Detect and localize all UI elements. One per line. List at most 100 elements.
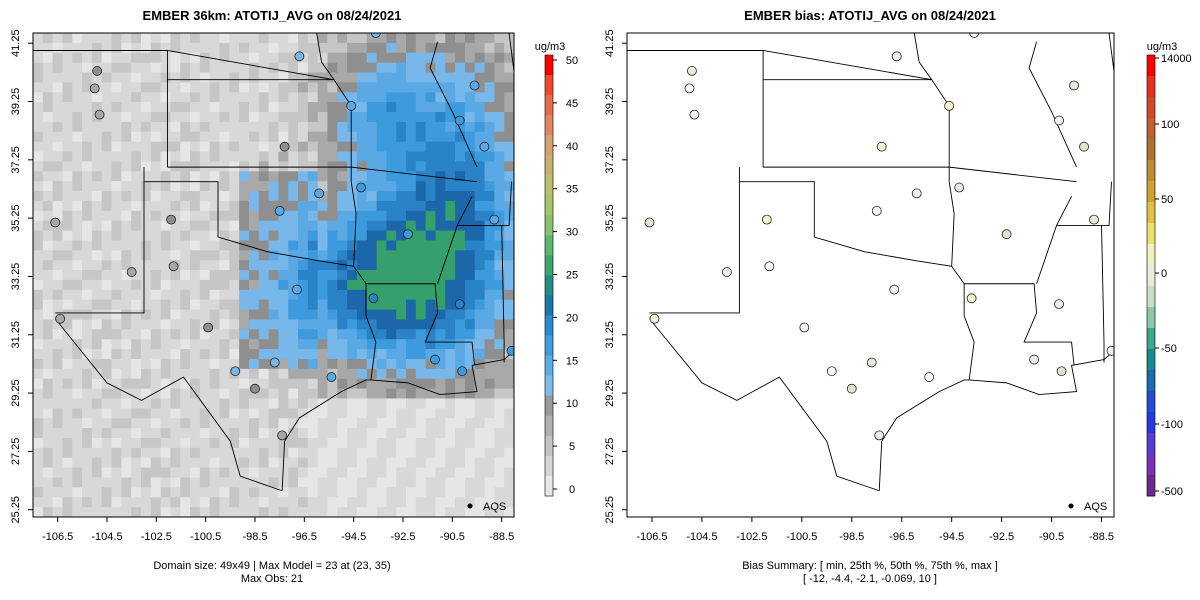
grid-cell (298, 210, 309, 222)
grid-cell (464, 309, 476, 321)
grid-cell (199, 230, 211, 242)
grid-cell (239, 62, 250, 74)
grid-cell (170, 507, 181, 517)
grid-cell (62, 171, 73, 182)
left-obs-site (126, 267, 137, 277)
grid-cell (160, 457, 172, 469)
grid-cell (33, 279, 44, 291)
grid-cell (91, 487, 103, 498)
grid-cell (42, 398, 54, 409)
grid-cell (219, 289, 230, 301)
grid-cell (33, 299, 44, 311)
grid-cell (386, 230, 397, 242)
grid-cell (239, 339, 250, 350)
grid-cell (337, 428, 348, 439)
grid-cell (190, 447, 201, 459)
grid-cell (415, 507, 427, 517)
grid-cell (101, 121, 113, 133)
grid-cell (307, 428, 319, 439)
grid-cell (386, 270, 397, 281)
left-xtick-label: -92.5 (390, 531, 415, 543)
grid-cell (140, 279, 152, 291)
grid-cell (307, 210, 319, 222)
grid-cell (425, 358, 437, 370)
grid-cell (229, 220, 240, 232)
grid-cell (239, 309, 250, 321)
grid-cell (209, 112, 221, 123)
grid-cell (52, 92, 64, 103)
grid-cell (140, 368, 152, 380)
grid-cell (111, 358, 122, 370)
grid-cell (239, 279, 250, 291)
grid-cell (62, 42, 73, 54)
grid-cell (386, 181, 397, 192)
grid-cell (317, 92, 329, 103)
right-legend-label: AQS (1084, 501, 1107, 513)
grid-cell (317, 62, 329, 74)
grid-cell (62, 437, 73, 449)
grid-cell (82, 220, 93, 232)
grid-cell (455, 42, 466, 54)
grid-cell (140, 62, 152, 74)
grid-cell (464, 200, 476, 212)
grid-cell (170, 220, 181, 232)
right-plot-frame (626, 32, 1115, 518)
grid-cell (415, 82, 427, 93)
grid-cell (504, 299, 514, 311)
grid-cell (356, 408, 368, 419)
grid-cell (376, 82, 387, 93)
grid-cell (337, 388, 348, 400)
grid-cell (288, 428, 299, 439)
grid-cell (455, 52, 466, 64)
left-colorbar-label: 35 (566, 184, 578, 196)
grid-cell (396, 388, 407, 400)
grid-cell (209, 240, 221, 251)
grid-cell (435, 388, 446, 400)
grid-cell (337, 437, 348, 449)
grid-cell (111, 191, 122, 202)
grid-cell (239, 52, 250, 64)
grid-cell (170, 428, 181, 439)
grid-cell (140, 398, 152, 409)
grid-cell (494, 250, 505, 261)
grid-cell (72, 131, 83, 143)
grid-cell (170, 121, 181, 133)
grid-cell (376, 299, 387, 311)
grid-cell (52, 378, 64, 390)
grid-cell (494, 260, 505, 271)
grid-cell (366, 398, 378, 409)
grid-cell (111, 447, 122, 459)
grid-cell (209, 497, 221, 508)
grid-cell (278, 102, 289, 113)
grid-cell (327, 457, 338, 469)
grid-cell (406, 220, 417, 232)
grid-cell (268, 62, 280, 74)
grid-cell (180, 319, 191, 330)
grid-cell (219, 210, 230, 222)
left-xtick-label: -88.5 (489, 531, 514, 543)
left-footer-line1: Domain size: 49x49 | Max Model = 23 at (… (153, 560, 390, 572)
grid-cell (464, 250, 476, 261)
grid-cell (190, 349, 201, 360)
grid-cell (494, 497, 505, 508)
grid-cell (131, 131, 142, 143)
left-obs-site (454, 115, 465, 126)
grid-cell (298, 92, 309, 103)
grid-cell (239, 457, 250, 469)
grid-cell (406, 181, 417, 192)
grid-cell (327, 151, 338, 163)
grid-cell (209, 467, 221, 479)
grid-cell (415, 112, 427, 123)
grid-cell (504, 141, 514, 153)
grid-cell (337, 141, 348, 153)
grid-cell (494, 467, 505, 479)
grid-cell (248, 368, 260, 380)
grid-cell (376, 349, 387, 360)
grid-cell (445, 131, 456, 143)
left-colorbar-label: 0 (569, 484, 575, 496)
grid-cell (239, 121, 250, 133)
grid-cell (356, 121, 368, 133)
grid-cell (376, 260, 387, 271)
grid-cell (356, 418, 368, 429)
grid-cell (121, 467, 132, 479)
